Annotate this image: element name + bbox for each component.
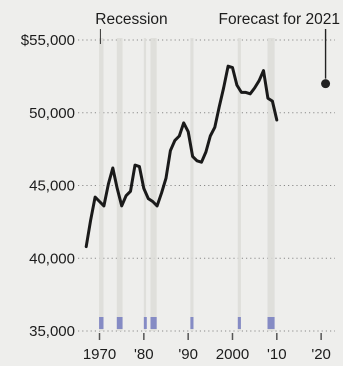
recession-band [267, 38, 275, 331]
recession-marker [237, 317, 241, 329]
recession-marker [190, 317, 194, 329]
annotations: Recession Forecast for 2021 [95, 11, 340, 79]
forecast-point [321, 79, 331, 89]
y-tick-label: 35,000 [29, 323, 75, 340]
recession-band [237, 38, 241, 331]
recession-band [116, 38, 123, 331]
recession-band [99, 38, 104, 331]
recession-marker [143, 317, 147, 329]
recession-marker [99, 317, 104, 329]
recession-marker [267, 317, 275, 329]
recession-band [150, 38, 157, 331]
y-tick-label: 45,000 [29, 178, 75, 195]
recession-marker [116, 317, 123, 329]
recession-band [143, 38, 147, 331]
recession-label: Recession [95, 11, 167, 28]
y-tick-label: 40,000 [29, 250, 75, 267]
x-tick-label: '80 [134, 346, 154, 363]
x-tick-label: '90 [178, 346, 198, 363]
x-tick-label: '20 [311, 346, 331, 363]
y-tick-label: $55,000 [21, 32, 75, 49]
y-tick-label: 50,000 [29, 105, 75, 122]
plot-area [84, 64, 331, 249]
x-axis: 1970 '80 '90 2000 '10 '20 [83, 333, 331, 363]
recession-bars [99, 38, 275, 331]
y-axis: $55,000 50,000 45,000 40,000 35,000 [21, 32, 75, 340]
recession-band [190, 38, 194, 331]
x-tick-label: 2000 [216, 346, 249, 363]
forecast-label: Forecast for 2021 [219, 11, 340, 28]
x-tick-label: 1970 [83, 346, 116, 363]
income-line [84, 64, 279, 249]
x-tick-label: '10 [267, 346, 287, 363]
recession-marker [150, 317, 157, 329]
